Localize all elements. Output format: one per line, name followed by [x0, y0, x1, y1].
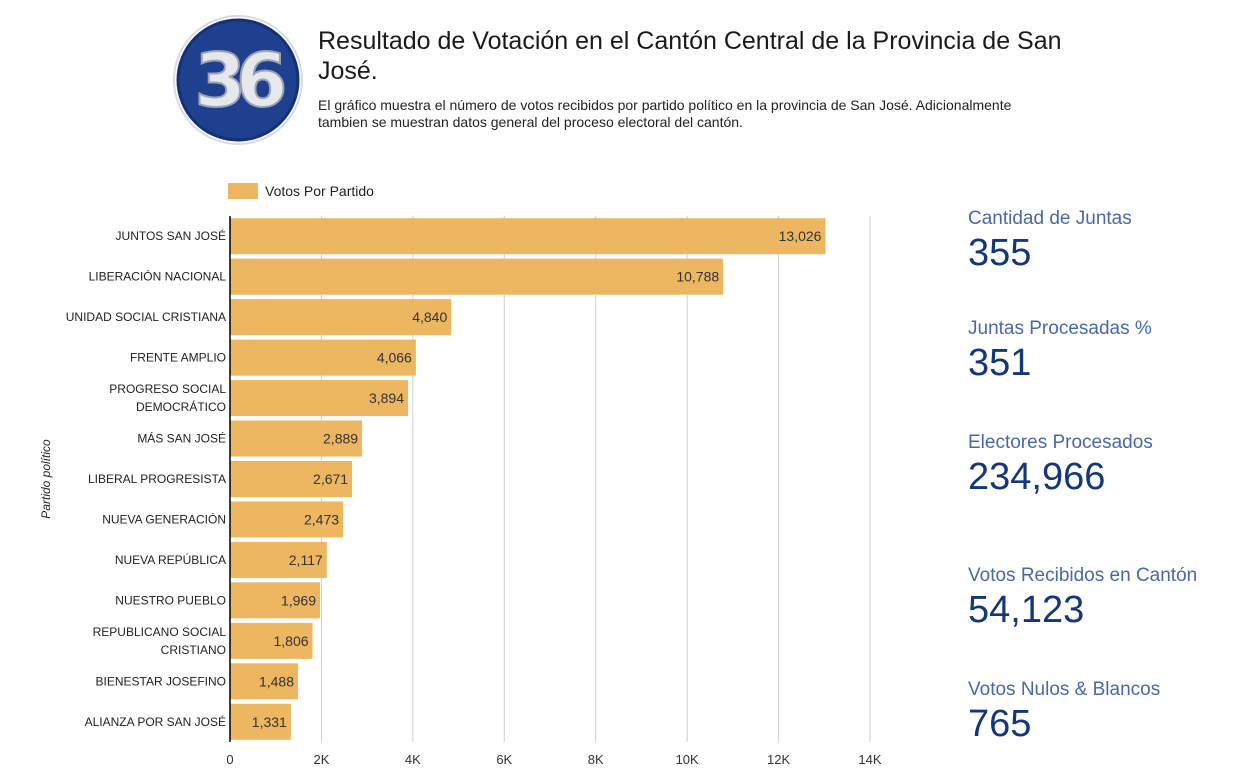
kpi-label: Votos Recibidos en Cantón: [968, 565, 1198, 586]
category-label: NUESTRO PUEBLO: [115, 593, 226, 607]
bar-value-label: 2,889: [323, 431, 358, 447]
kpi-votos-recibidos: Votos Recibidos en Cantón 54,123: [968, 565, 1197, 631]
kpi-value: 355: [968, 232, 1032, 274]
category-label: ALIANZA POR SAN JOSÉ: [85, 714, 226, 729]
bar: [230, 258, 724, 295]
bar-value-label: 13,026: [779, 228, 822, 244]
bar-value-label: 10,788: [676, 269, 719, 285]
x-tick-label: 12K: [767, 752, 790, 767]
bar-value-label: 4,840: [412, 309, 447, 325]
kpi-juntas-procesadas: Juntas Procesadas % 351: [968, 318, 1152, 384]
category-label: FRENTE AMPLIO: [130, 351, 226, 365]
x-tick-label: 10K: [676, 752, 699, 767]
chart-legend: Votos Por Partido: [228, 181, 374, 201]
votes-bar-chart: 13,026 10,788 4,840 4,066 3,894 2,889 2,671 2,4…: [39, 216, 882, 767]
kpi-electores: Electores Procesados 234,966: [968, 432, 1153, 498]
category-label: NUEVA REPÚBLICA: [115, 552, 226, 567]
bar-value-label: 2,473: [304, 511, 339, 527]
category-label: LIBERACIÓN NACIONAL: [89, 269, 227, 284]
bar-value-label: 1,488: [259, 673, 294, 689]
kpi-value: 765: [968, 703, 1032, 745]
bar-value-label: 2,671: [313, 471, 348, 487]
kpi-panel: Cantidad de Juntas 355 Juntas Procesadas…: [968, 0, 1253, 780]
category-label: NUEVA GENERACIÓN: [102, 511, 226, 526]
x-tick-label: 6K: [496, 752, 512, 767]
x-tick-label: 14K: [858, 752, 881, 767]
bar: [230, 218, 826, 255]
bar-value-label: 3,894: [369, 390, 404, 406]
kpi-value: 351: [968, 342, 1032, 384]
kpi-label: Votos Nulos & Blancos: [968, 679, 1161, 700]
kpi-value: 234,966: [968, 456, 1106, 498]
category-label: CRISTIANO: [161, 643, 226, 657]
bar-value-label: 1,331: [252, 714, 287, 730]
y-axis-title: Partido político: [39, 439, 53, 519]
bar: [230, 420, 363, 457]
bar: [230, 339, 416, 376]
bar: [230, 461, 353, 497]
x-tick-label: 2K: [313, 752, 329, 767]
bar: [230, 663, 299, 700]
bar: [230, 380, 409, 417]
bar-value-label: 4,066: [377, 350, 412, 366]
kpi-label: Electores Procesados: [968, 432, 1153, 453]
kpi-label: Juntas Procesadas %: [968, 318, 1152, 339]
bar-value-label: 1,969: [281, 592, 316, 608]
bar: [230, 582, 321, 619]
category-label: LIBERAL PROGRESISTA: [88, 472, 226, 486]
page-title: Resultado de Votación en el Cantón Centr…: [318, 27, 1062, 85]
kpi-label: Cantidad de Juntas: [968, 208, 1132, 229]
bar-value-label: 1,806: [274, 633, 309, 649]
page-subtitle: El gráfico muestra el número de votos re…: [318, 97, 1012, 130]
kpi-votos-nulos: Votos Nulos & Blancos 765: [968, 679, 1160, 745]
bar: [230, 622, 313, 659]
channel-36-logo: 36: [173, 15, 303, 145]
bar: [230, 541, 327, 578]
category-label: PROGRESO SOCIAL: [109, 382, 226, 396]
category-label: UNIDAD SOCIAL CRISTIANA: [66, 310, 226, 324]
x-tick-label: 0: [226, 752, 233, 767]
x-tick-label: 8K: [588, 752, 604, 767]
bar: [230, 703, 291, 740]
category-label: JUNTOS SAN JOSÉ: [116, 228, 226, 243]
bar-value-label: 2,117: [289, 552, 323, 568]
category-label: BIENESTAR JOSEFINO: [96, 674, 226, 688]
category-label: DEMOCRÁTICO: [136, 399, 226, 414]
legend-label: Votos Por Partido: [265, 183, 374, 199]
kpi-value: 54,123: [968, 589, 1085, 631]
kpi-juntas: Cantidad de Juntas 355: [968, 208, 1132, 274]
category-label: MÁS SAN JOSÉ: [137, 431, 226, 446]
bar: [230, 299, 452, 336]
x-tick-label: 4K: [405, 752, 421, 767]
category-label: REPUBLICANO SOCIAL: [93, 625, 227, 639]
legend-swatch: [228, 183, 258, 199]
bar: [230, 501, 344, 538]
